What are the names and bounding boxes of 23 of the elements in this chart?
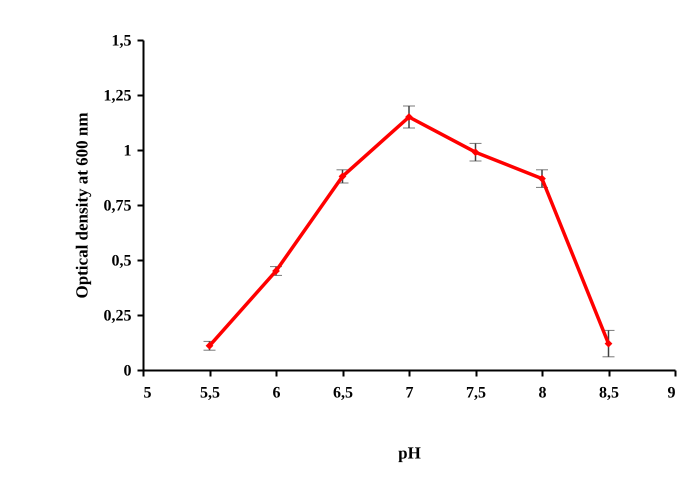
point (538, 174, 546, 182)
x-axis-title: pH (398, 444, 421, 462)
x-tick-label: 7,5 (466, 384, 486, 402)
point (472, 148, 480, 156)
y-tick-label: 0,25 (104, 308, 132, 324)
x-tick-label: 9 (668, 384, 676, 402)
point (604, 340, 612, 348)
y-tick-label: 0,75 (104, 198, 132, 214)
x-tick-label: 8,5 (599, 384, 619, 402)
y-tick-label: 1,5 (112, 32, 132, 50)
x-tick-label: 5 (144, 384, 152, 402)
x-tick-label: 8 (538, 384, 546, 402)
point (338, 172, 346, 180)
x-tick-label: 6,5 (333, 384, 353, 402)
x-tick-label: 5,5 (200, 384, 220, 402)
x-tick-label: 6 (272, 384, 280, 402)
y-tick-label: 1,25 (104, 88, 132, 104)
point (405, 113, 413, 121)
y-tick-label: 0,5 (112, 252, 132, 270)
x-tick-label: 7 (406, 384, 414, 402)
y-axis-title: Optical density at 600 nm (72, 112, 92, 299)
y-tick-label: 1 (124, 142, 132, 160)
y-tick-label: 0 (124, 362, 132, 380)
